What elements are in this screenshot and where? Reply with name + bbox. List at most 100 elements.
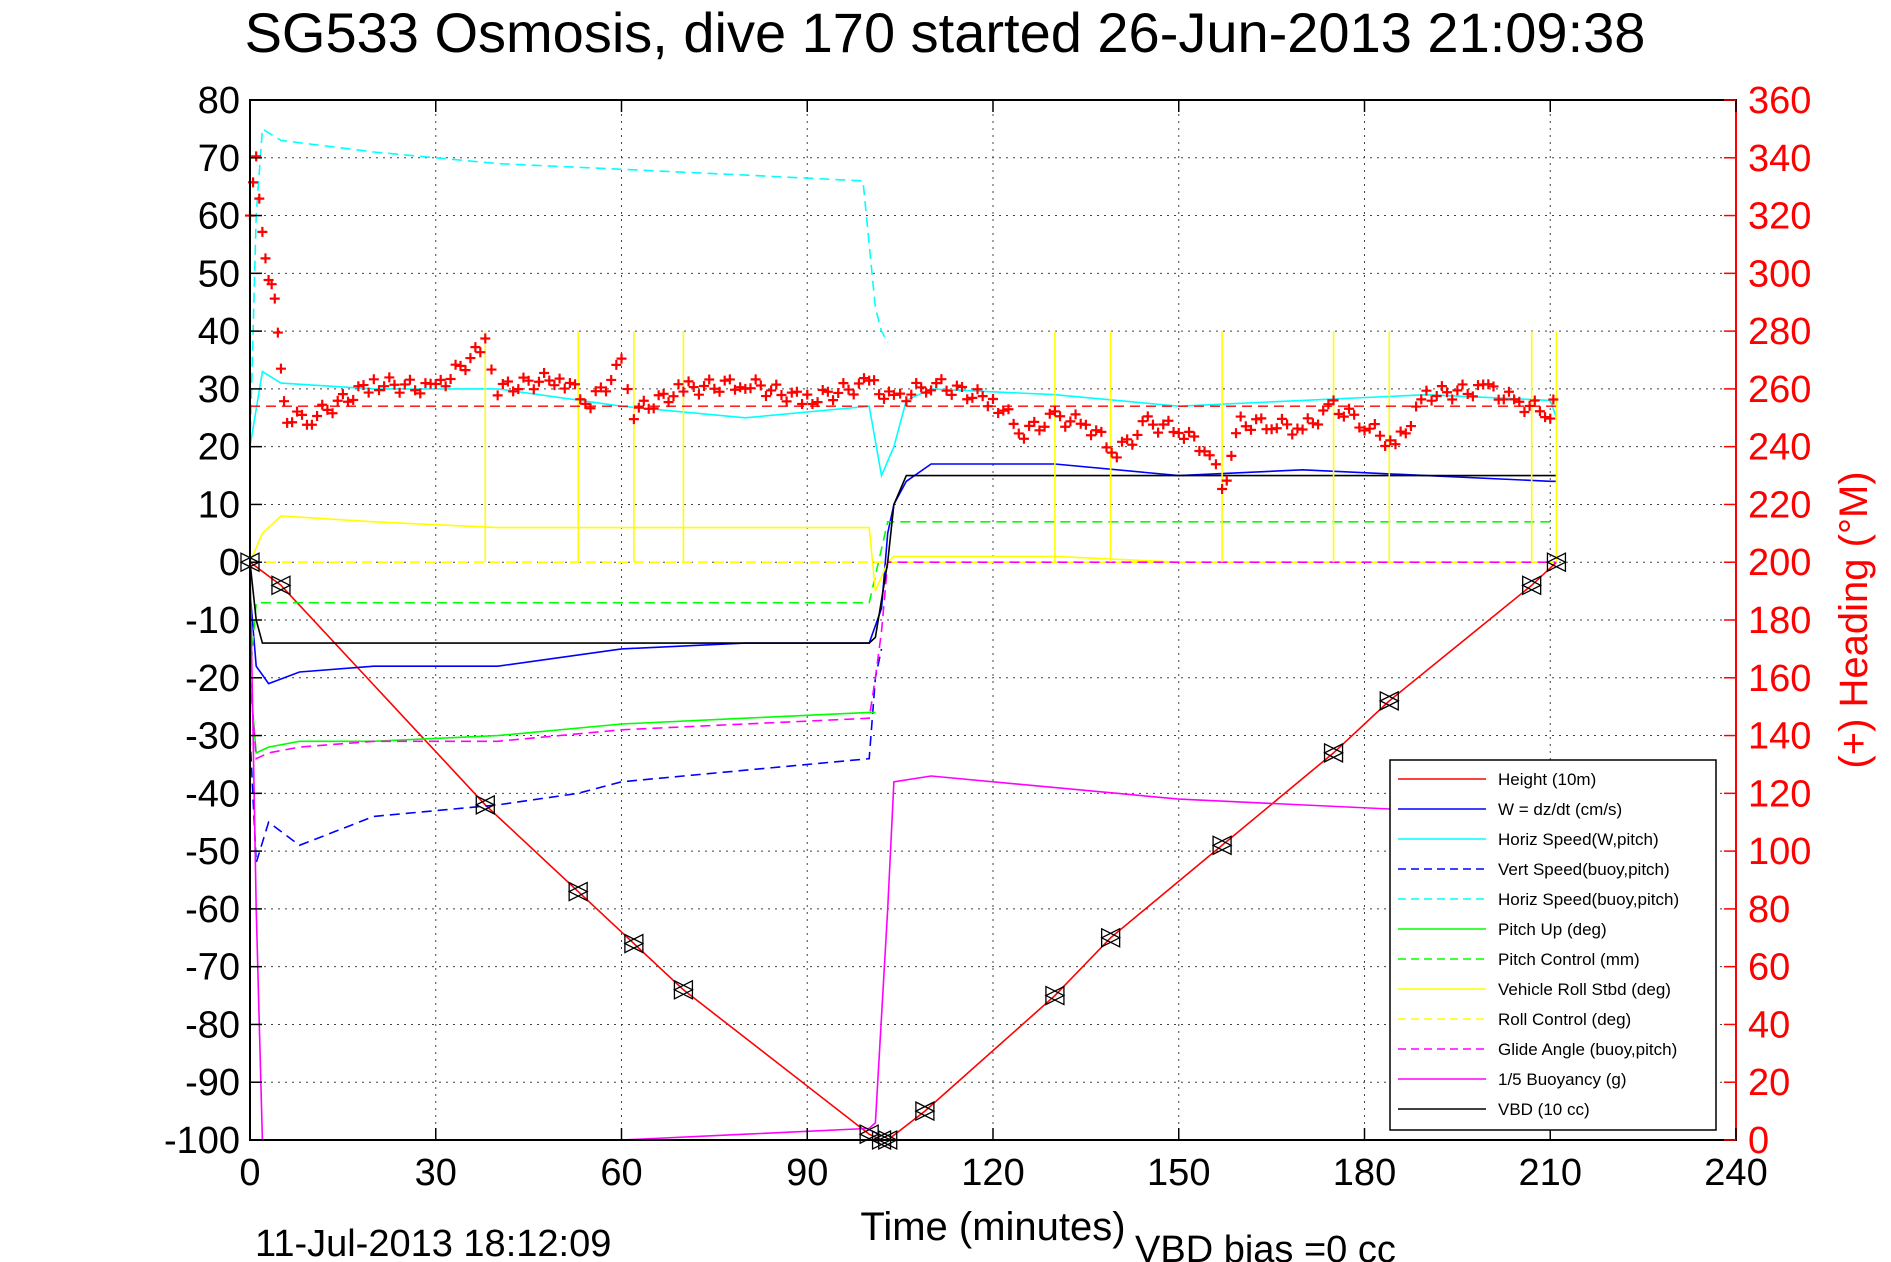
heading-point — [1217, 484, 1228, 495]
heading-point — [590, 386, 601, 397]
heading-point — [771, 379, 782, 390]
heading-point — [1055, 411, 1066, 422]
heading-point — [616, 353, 627, 364]
x-axis-label: Time (minutes) — [860, 1205, 1125, 1249]
heading-point — [633, 402, 644, 413]
heading-point — [554, 373, 565, 384]
heading-point — [1426, 395, 1437, 406]
heading-point — [475, 347, 486, 358]
heading-point — [766, 385, 777, 396]
legend-box — [1389, 759, 1717, 1131]
heading-point — [1142, 411, 1153, 422]
heading-point — [998, 405, 1009, 416]
heading-point — [1519, 406, 1530, 417]
heading-point — [1060, 421, 1071, 432]
heading-point — [251, 151, 262, 162]
heading-point — [254, 193, 265, 204]
heading-point — [1540, 412, 1551, 423]
x-tick-label: 120 — [961, 1152, 1024, 1194]
heading-point — [1096, 426, 1107, 437]
height-marker-inner — [1212, 835, 1233, 856]
heading-point — [1245, 424, 1256, 435]
heading-point — [1483, 379, 1494, 390]
heading-point — [575, 394, 586, 405]
heading-point — [1354, 422, 1365, 433]
y-tick-label: 80 — [198, 80, 240, 122]
heading-point — [678, 386, 689, 397]
series-line-vbd-10-cc — [249, 474, 1557, 644]
heading-point — [1122, 434, 1133, 445]
height-marker-inner — [624, 933, 645, 954]
heading-point — [1153, 427, 1164, 438]
heading-point — [343, 396, 354, 407]
heading-point — [848, 389, 859, 400]
heading-point — [802, 389, 813, 400]
heading-point — [658, 388, 669, 399]
heading-point — [668, 391, 679, 402]
y-tick-label: 10 — [198, 484, 240, 526]
footer-vbd-bias: VBD bias =0 cc — [1135, 1229, 1396, 1262]
heading-point — [1313, 419, 1324, 430]
heading-point — [1395, 426, 1406, 437]
heading-point — [622, 384, 633, 395]
heading-point — [1039, 421, 1050, 432]
heading-point — [480, 333, 491, 344]
legend-label: Height (10m) — [1498, 770, 1596, 789]
y2-tick-label: 20 — [1748, 1062, 1790, 1104]
heading-point — [1467, 391, 1478, 402]
heading-point — [1163, 415, 1174, 426]
heading-point — [1364, 423, 1375, 434]
legend-label: Roll Control (deg) — [1498, 1010, 1631, 1029]
heading-point — [1018, 433, 1029, 444]
heading-point — [379, 381, 390, 392]
heading-point — [410, 385, 421, 396]
y2-tick-label: 140 — [1748, 716, 1811, 758]
heading-point — [1338, 411, 1349, 422]
y-tick-label: 20 — [198, 427, 240, 469]
heading-point — [714, 386, 725, 397]
heading-point — [492, 390, 503, 401]
heading-point — [257, 226, 268, 237]
y2-tick-label: 260 — [1748, 369, 1811, 411]
x-tick-label: 60 — [600, 1152, 642, 1194]
y2-axis-label: (+) Heading (°M) — [1832, 471, 1876, 768]
heading-point — [1106, 447, 1117, 458]
heading-point — [1184, 426, 1195, 437]
heading-point — [781, 396, 792, 407]
y-tick-label: -40 — [185, 773, 240, 815]
series-line-glide-angle-buoy-pitch — [249, 561, 1557, 760]
heading-point — [988, 393, 998, 404]
heading-point — [322, 404, 333, 415]
heading-point — [1231, 428, 1242, 439]
heading-point — [1405, 421, 1416, 432]
heading-point — [1390, 439, 1401, 450]
y-tick-label: 70 — [198, 138, 240, 180]
heading-point — [673, 379, 684, 390]
heading-point — [833, 387, 844, 398]
y2-tick-label: 280 — [1748, 311, 1811, 353]
heading-point — [1137, 416, 1148, 427]
y2-tick-label: 80 — [1748, 889, 1790, 931]
legend-label: Pitch Up (deg) — [1498, 920, 1607, 939]
x-tick-label: 210 — [1519, 1152, 1582, 1194]
y-tick-label: -20 — [185, 658, 240, 700]
heading-point — [967, 392, 978, 403]
legend-label: 1/5 Buoyancy (g) — [1498, 1070, 1627, 1089]
heading-point — [962, 394, 973, 405]
heading-point — [358, 380, 369, 391]
y2-tick-label: 340 — [1748, 138, 1811, 180]
heading-point — [719, 375, 730, 386]
heading-point — [1333, 409, 1344, 420]
heading-point — [1276, 413, 1287, 424]
heading-point — [389, 379, 400, 390]
heading-point — [1302, 413, 1313, 424]
heading-point — [688, 382, 699, 393]
heading-point — [709, 383, 720, 394]
heading-point — [312, 410, 323, 421]
heading-point — [549, 380, 560, 391]
heading-point — [1189, 431, 1200, 442]
heading-point — [415, 388, 426, 399]
heading-point — [699, 380, 710, 391]
y-tick-label: -80 — [185, 1004, 240, 1046]
x-tick-label: 180 — [1333, 1152, 1396, 1194]
